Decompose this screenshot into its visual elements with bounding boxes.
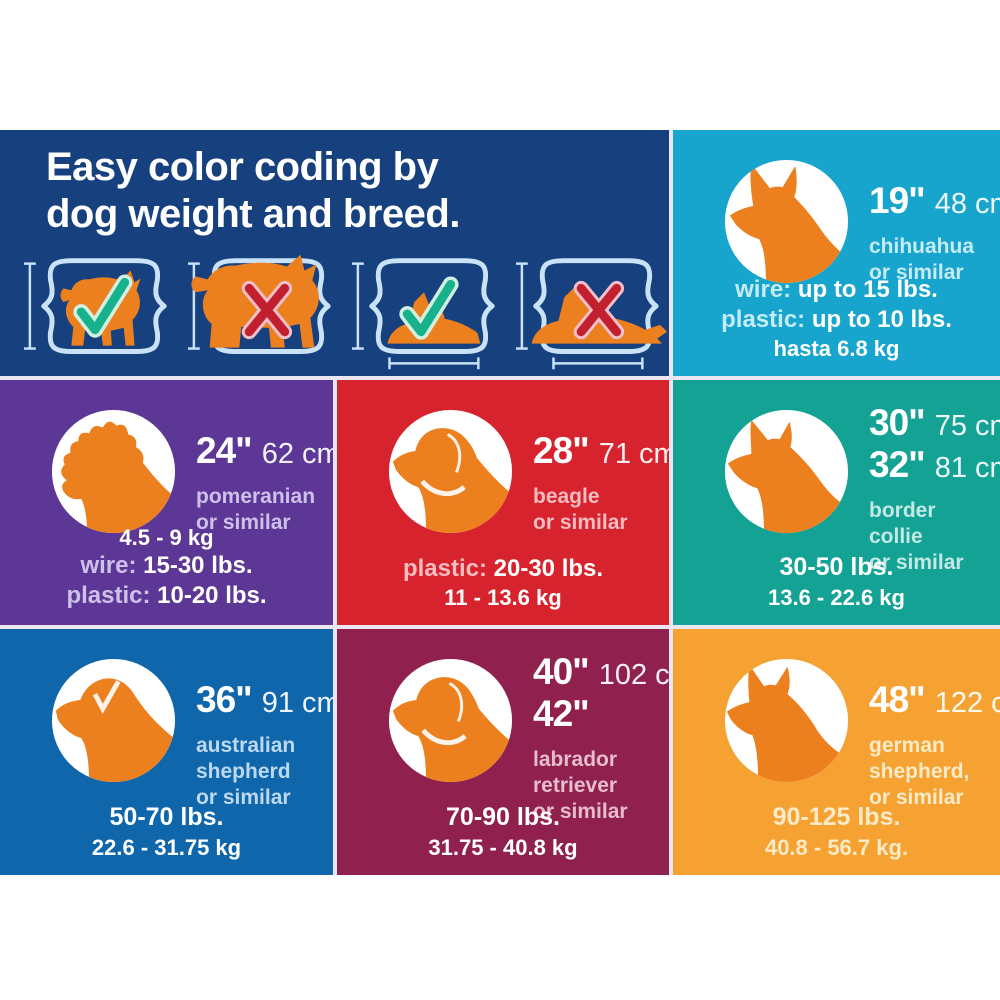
width-measure-icon <box>552 357 644 370</box>
breed-name: beagle or similar <box>533 485 628 535</box>
title-line-2: dog weight and breed. <box>46 191 460 236</box>
weight-kg: 40.8 - 56.7 kg. <box>764 834 909 860</box>
panel-chihuahua: 19" 48 cm chihuahua or similar wire: up … <box>673 130 1000 376</box>
german-shepherd-head-icon <box>723 657 850 784</box>
height-measure-icon <box>351 262 364 350</box>
size-inches: 32" <box>869 444 926 485</box>
weight-info: 50-70 lbs. 22.6 - 31.75 kg <box>0 802 333 861</box>
panel-border-collie: 30" 75 cm 32" 81 cm border collie or sim… <box>673 380 1000 625</box>
weight-kg: 31.75 - 40.8 kg <box>428 834 578 860</box>
weight-range: 15-30 lbs. <box>143 552 253 579</box>
crate-icon <box>41 258 167 354</box>
check-icon <box>399 276 459 340</box>
size-inches: 28" <box>533 430 590 471</box>
size-inches: 19" <box>869 180 926 221</box>
size-line: 30" 75 cm <box>869 402 1000 444</box>
panel-pomeranian: 24" 62 cm pomeranian or similar 4.5 - 9 … <box>0 380 333 625</box>
panel-australian-shepherd: 36" 91 cm australian shepherd or similar… <box>0 629 333 875</box>
breed-name: labrador retriever or similar <box>533 748 628 824</box>
crate-icon <box>369 258 495 354</box>
size-inches: 24" <box>196 430 253 471</box>
pomeranian-head-icon <box>50 408 177 535</box>
crate-icon <box>533 258 659 354</box>
crate-type-label: plastic: <box>402 554 487 582</box>
legend-lying-too-big <box>512 254 669 372</box>
size-line: 28" 71 cm <box>533 430 669 472</box>
size-inches: 48" <box>869 679 926 720</box>
cross-icon <box>241 280 293 340</box>
beagle-head-icon <box>387 408 514 535</box>
page-title: Easy color coding by dog weight and bree… <box>46 144 460 238</box>
size-line: 40" 102 cm <box>533 651 669 693</box>
crate-fit-legend <box>20 254 669 372</box>
weight-info: plastic: 20-30 lbs. 11 - 13.6 kg <box>337 554 669 612</box>
size-line: 42" <box>533 693 669 735</box>
weight-kg: 11 - 13.6 kg <box>444 584 562 610</box>
weight-info: 70-90 lbs. 31.75 - 40.8 kg <box>337 802 669 861</box>
weight-range: 70-90 lbs. <box>446 803 560 832</box>
height-measure-icon <box>515 262 528 350</box>
legend-standing-fit <box>20 254 178 372</box>
size-line: 24" 62 cm <box>196 430 333 472</box>
weight-range: 30-50 lbs. <box>779 553 894 582</box>
size-inches: 36" <box>196 679 253 720</box>
weight-range: up to 15 lbs. <box>797 275 938 303</box>
weight-range: 50-70 lbs. <box>109 803 224 832</box>
size-cm: 91 cm <box>261 687 333 719</box>
size-inches: 40" <box>533 651 590 692</box>
crate-type-label: wire: <box>80 552 137 579</box>
crate-type-label: plastic: <box>66 582 151 609</box>
height-measure-icon <box>23 262 36 350</box>
australian-shepherd-head-icon <box>50 657 177 784</box>
crate-type-label: wire: <box>735 275 792 303</box>
breed-name: australian shepherd or similar <box>196 734 296 810</box>
weight-range: up to 10 lbs. <box>811 305 952 333</box>
weight-range: 10-20 lbs. <box>157 582 267 609</box>
width-measure-icon <box>388 357 480 370</box>
size-cm: 122 cm <box>934 687 1000 719</box>
size-line: 19" 48 cm <box>869 180 1000 222</box>
legend-standing-too-big <box>184 254 342 372</box>
breed-name: pomeranian or similar <box>196 485 316 535</box>
weight-range: 90-125 lbs. <box>772 803 901 832</box>
weight-kg: hasta 6.8 kg <box>773 335 900 361</box>
weight-kg: 4.5 - 9 kg <box>119 524 214 550</box>
size-line: 32" 81 cm <box>869 444 1000 486</box>
labrador-retriever-head-icon <box>387 657 514 784</box>
chihuahua-head-icon <box>723 158 850 285</box>
weight-info: 90-125 lbs. 40.8 - 56.7 kg. <box>673 802 1000 861</box>
weight-info: 30-50 lbs. 13.6 - 22.6 kg <box>673 552 1000 611</box>
infographic: Easy color coding by dog weight and bree… <box>0 130 1000 875</box>
check-icon <box>73 274 133 338</box>
size-cm: 81 cm <box>934 452 1000 484</box>
weight-info: 4.5 - 9 kg wire: 15-30 lbs. plastic: 10-… <box>0 524 333 612</box>
cross-icon <box>573 280 625 340</box>
weight-kg: 13.6 - 22.6 kg <box>768 584 905 610</box>
weight-kg: 22.6 - 31.75 kg <box>91 834 242 860</box>
size-cm: 75 cm <box>934 410 1000 442</box>
weight-info: wire: up to 15 lbs. plastic: up to 10 lb… <box>673 275 1000 363</box>
size-line: 36" 91 cm <box>196 679 333 721</box>
crate-type-label: plastic: <box>721 305 806 333</box>
size-cm: 102 cm <box>598 659 669 691</box>
border-collie-head-icon <box>723 408 850 535</box>
height-measure-icon <box>187 262 200 350</box>
title-line-1: Easy color coding by <box>46 145 439 189</box>
breed-name: chihuahua or similar <box>869 235 975 285</box>
size-cm: 48 cm <box>934 188 1000 220</box>
size-line: 48" 122 cm <box>869 679 1000 721</box>
size-cm: 71 cm <box>598 438 669 470</box>
header-panel: Easy color coding by dog weight and bree… <box>0 130 669 376</box>
breed-name: german shepherd, or similar <box>869 734 970 810</box>
breed-name: border collie or similar <box>869 499 964 575</box>
legend-lying-fit <box>348 254 506 372</box>
weight-range: 20-30 lbs. <box>493 554 604 582</box>
size-inches: 42" <box>533 693 590 734</box>
size-inches: 30" <box>869 402 926 443</box>
panel-labrador-retriever: 40" 102 cm 42" labrador retriever or sim… <box>337 629 669 875</box>
panel-beagle: 28" 71 cm beagle or similar plastic: 20-… <box>337 380 669 625</box>
panel-german-shepherd: 48" 122 cm german shepherd, or similar 9… <box>673 629 1000 875</box>
size-cm: 62 cm <box>261 438 333 470</box>
